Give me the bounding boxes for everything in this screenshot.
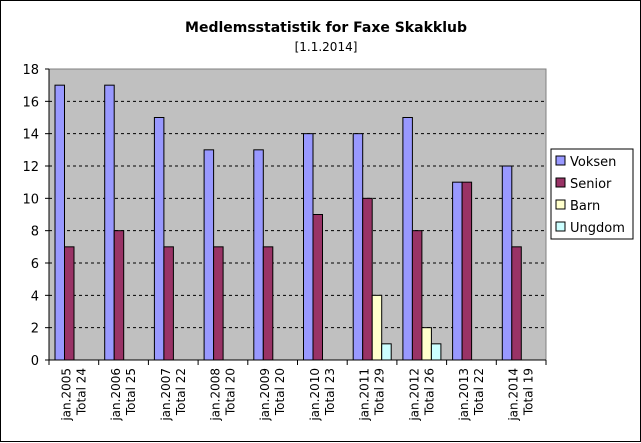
bar-voksen xyxy=(402,117,413,361)
bar-voksen xyxy=(203,149,215,361)
bar-voksen xyxy=(303,133,314,361)
bar-senior xyxy=(113,230,125,361)
bar-barn xyxy=(421,327,432,361)
bar-senior xyxy=(411,230,423,361)
x-tick-label: jan.2007 xyxy=(159,368,173,422)
legend-label-voksen: Voksen xyxy=(570,155,616,170)
y-tick-label: 14 xyxy=(22,128,39,143)
chart-title: Medlemsstatistik for Faxe Skakklub xyxy=(185,20,467,36)
legend-swatch-barn xyxy=(555,199,566,210)
y-tick-label: 6 xyxy=(31,257,39,272)
legend-swatch-senior xyxy=(555,177,566,188)
y-tick-label: 2 xyxy=(31,322,39,337)
x-tick-label: jan.2010 xyxy=(308,368,322,422)
x-tick-label: Total 20 xyxy=(273,368,287,416)
bar-senior xyxy=(312,214,323,361)
bar-voksen xyxy=(352,133,364,361)
bar-senior xyxy=(511,246,522,361)
bar-senior xyxy=(262,246,274,361)
x-tick-label: Total 23 xyxy=(323,368,337,416)
x-tick-label: jan.2012 xyxy=(407,368,421,422)
bar-voksen xyxy=(501,165,513,361)
y-tick-label: 4 xyxy=(31,289,39,304)
legend-swatch-ungdom xyxy=(555,221,566,232)
bar-voksen xyxy=(153,117,165,361)
x-tick-label: jan.2009 xyxy=(258,368,272,422)
x-tick-label: jan.2006 xyxy=(109,368,123,422)
x-tick-label: jan.2013 xyxy=(457,368,471,422)
y-tick-label: 18 xyxy=(22,63,39,78)
bar-voksen xyxy=(253,149,264,361)
bar-ungdom xyxy=(381,343,392,361)
x-tick-label: Total 24 xyxy=(74,368,88,416)
y-tick-label: 12 xyxy=(22,160,39,175)
legend-swatch-voksen xyxy=(555,155,566,166)
x-tick-label: jan.2008 xyxy=(208,368,222,422)
x-tick-label: Total 22 xyxy=(472,368,486,416)
legend-label-barn: Barn xyxy=(570,199,600,214)
x-tick-label: jan.2005 xyxy=(59,368,73,422)
bar-ungdom xyxy=(430,343,442,361)
x-tick-label: jan.2014 xyxy=(507,368,521,422)
x-tick-label: Total 20 xyxy=(223,368,237,416)
bar-senior xyxy=(461,181,473,361)
chart-subtitle: [1.1.2014] xyxy=(295,40,358,54)
bar-senior xyxy=(163,246,174,361)
x-tick-label: jan.2011 xyxy=(358,368,372,422)
legend-label-senior: Senior xyxy=(570,177,612,192)
bar-barn xyxy=(371,294,383,361)
bar-senior xyxy=(362,197,373,361)
legend: Voksen Senior Barn Ungdom xyxy=(550,148,634,240)
y-tick-label: 0 xyxy=(31,354,39,369)
x-tick-label: Total 26 xyxy=(422,368,436,416)
y-tick-label: 16 xyxy=(22,95,39,110)
bar-voksen xyxy=(54,84,65,361)
bar-voksen xyxy=(452,181,463,361)
bar-senior xyxy=(64,246,75,361)
bar-senior xyxy=(213,246,224,361)
legend-label-ungdom: Ungdom xyxy=(570,221,625,236)
x-tick-label: Total 22 xyxy=(174,368,188,416)
y-tick-label: 10 xyxy=(22,192,39,207)
x-tick-label: Total 29 xyxy=(373,368,387,416)
bar-voksen xyxy=(104,84,115,361)
y-tick-label: 8 xyxy=(31,225,39,240)
x-tick-label: Total 19 xyxy=(522,368,536,416)
x-tick-label: Total 25 xyxy=(124,368,138,416)
